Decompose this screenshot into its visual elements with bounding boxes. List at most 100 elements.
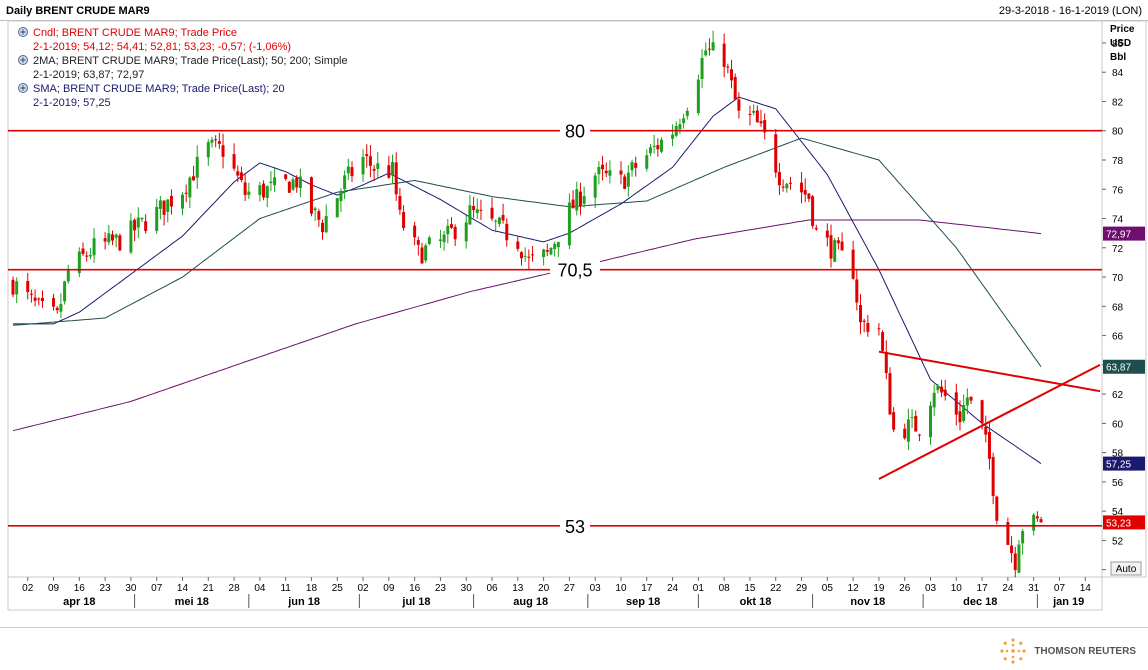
candle-body (110, 234, 114, 241)
candle-body (601, 164, 605, 170)
x-tick-label: 17 (977, 583, 989, 594)
x-tick-label: 04 (254, 583, 266, 594)
candle-body (472, 206, 476, 211)
x-tick-label: 11 (280, 583, 291, 594)
x-tick-label: 01 (693, 583, 705, 594)
x-tick-label: 17 (641, 583, 653, 594)
candle-body (995, 496, 999, 521)
candle-body (1021, 531, 1025, 544)
candle-body (232, 154, 236, 169)
chart-title: Daily BRENT CRUDE MAR9 (6, 5, 150, 17)
legend-title-cndl: Cndl; BRENT CRUDE MAR9; Trade Price (33, 27, 237, 39)
candle-body (221, 145, 225, 157)
candle-body (372, 168, 376, 171)
legend-item-cndl[interactable]: Cndl; BRENT CRUDE MAR9; Trade Price 2-1-… (18, 27, 292, 53)
candle-body (648, 147, 652, 154)
y-tick-label: 78 (1112, 156, 1124, 167)
annotation-h70: 70,5 (557, 261, 592, 281)
plot-area[interactable] (7, 20, 1103, 578)
candle-body (402, 212, 406, 229)
month-label: nov 18 (850, 596, 885, 608)
x-tick-label: 12 (848, 583, 860, 594)
candle-body (829, 235, 833, 259)
badge-label-ma200: 72,97 (1106, 230, 1131, 241)
candle-body (785, 183, 789, 189)
x-tick-label: 23 (435, 583, 447, 594)
candle-body (965, 397, 969, 406)
x-tick-label: 31 (1028, 583, 1040, 594)
x-tick-label: 13 (512, 583, 524, 594)
candle-body (825, 230, 829, 238)
x-tick-label: 20 (538, 583, 550, 594)
x-tick-label: 24 (1002, 583, 1014, 594)
x-tick-label: 22 (770, 583, 782, 594)
x-tick-label: 24 (667, 583, 679, 594)
ma-line-ma-200 (12, 219, 1042, 432)
x-tick-label: 14 (1080, 583, 1092, 594)
candle-body (711, 42, 715, 51)
x-tick-label: 21 (203, 583, 215, 594)
ma-line-sma-20 (13, 96, 1042, 465)
x-tick-label: 06 (486, 583, 498, 594)
legend-item-2ma[interactable]: 2MA; BRENT CRUDE MAR9; Trade Price(Last)… (18, 55, 348, 81)
candle-body (66, 269, 70, 282)
candle-body (1013, 553, 1017, 570)
candle-body (807, 193, 811, 199)
candle-body (707, 48, 711, 50)
badge-last (1103, 515, 1145, 530)
candle-body (597, 167, 601, 175)
candle-body (214, 139, 218, 141)
auto-scale-button[interactable] (1110, 561, 1142, 576)
candle-body (840, 241, 844, 251)
candle-body (733, 77, 737, 100)
candle-body (645, 155, 649, 169)
volume-unit-label: Bbl (1110, 52, 1126, 63)
candle-body (184, 192, 188, 194)
candle-body (295, 177, 299, 188)
candle-body (722, 43, 726, 67)
candle-body (324, 215, 328, 233)
candle-body (387, 165, 391, 178)
candle-body (162, 200, 166, 215)
legend-item-sma[interactable]: SMA; BRENT CRUDE MAR9; Trade Price(Last)… (18, 83, 285, 109)
x-tick-label: 27 (564, 583, 576, 594)
y-tick-label: 74 (1112, 215, 1124, 226)
x-tick-label: 09 (383, 583, 395, 594)
candle-body (969, 396, 973, 401)
candle-body (335, 198, 339, 218)
candle-body (943, 389, 947, 396)
candle-body (317, 211, 321, 220)
footer-brand: THOMSON REUTERS (998, 636, 1136, 666)
candle-body (884, 352, 888, 374)
candle-body (416, 240, 420, 245)
candle-body (195, 156, 199, 178)
candle-body (958, 411, 962, 423)
legend-title-2ma: 2MA; BRENT CRUDE MAR9; Trade Price(Last)… (33, 55, 348, 67)
candle-body (571, 199, 575, 209)
candle-body (1039, 519, 1043, 523)
candle-body (284, 174, 288, 180)
candle-body (136, 217, 140, 228)
candle-body (604, 170, 608, 174)
month-label: dec 18 (963, 596, 997, 608)
candle-body (858, 305, 862, 323)
candle-body (77, 251, 81, 274)
brand-text: THOMSON REUTERS (1034, 645, 1136, 657)
candle-body (910, 417, 914, 419)
candle-body (803, 189, 807, 195)
candle-body (892, 412, 896, 430)
candle-body (217, 141, 221, 144)
x-tick-label: 07 (1054, 583, 1066, 594)
candle-body (247, 191, 251, 195)
candle-body (479, 209, 483, 211)
month-label: apr 18 (63, 596, 95, 608)
y-tick-label: 80 (1112, 127, 1124, 138)
candle-body (696, 79, 700, 114)
badge-ma200 (1103, 226, 1145, 241)
month-label: mei 18 (175, 596, 209, 608)
candle-body (140, 217, 144, 220)
candle-body (759, 121, 763, 124)
candle-body (523, 255, 527, 257)
candle-body (449, 224, 453, 228)
